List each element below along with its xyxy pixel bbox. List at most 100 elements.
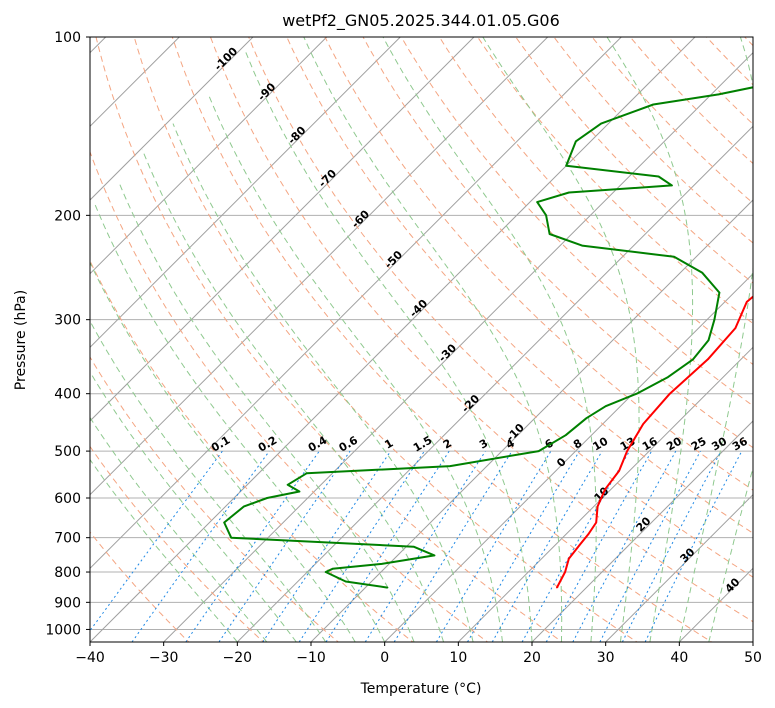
dry-adiabat-line bbox=[705, 37, 753, 86]
x-tick-label: 20 bbox=[523, 650, 541, 666]
moist-adiabat-label: 30 bbox=[678, 545, 698, 565]
moist-adiabat-line bbox=[708, 465, 753, 642]
dewpoint-profile-point bbox=[223, 521, 225, 524]
temperature-profile-point bbox=[626, 450, 628, 452]
dewpoint-profile-point bbox=[565, 165, 567, 167]
dewpoint-profile-point bbox=[701, 272, 704, 274]
dewpoint-profile-point bbox=[305, 472, 308, 475]
dewpoint-profile-point bbox=[581, 244, 583, 247]
temperature-profile-point bbox=[578, 544, 581, 546]
dewpoint-profile-point bbox=[657, 175, 660, 178]
dry-adiabat-line bbox=[400, 37, 753, 407]
temperature-profile-point bbox=[618, 470, 620, 472]
mixing-ratio-line bbox=[185, 450, 320, 642]
moist-adiabat-label: 20 bbox=[634, 514, 654, 534]
mixing-ratio-line bbox=[644, 450, 743, 642]
mixing-ratio-line bbox=[599, 450, 701, 642]
dewpoint-profile-point bbox=[324, 571, 327, 573]
profiles bbox=[223, 86, 771, 589]
x-tick-label: 0 bbox=[380, 650, 389, 666]
moist-adiabat-line bbox=[93, 201, 386, 642]
dry-adiabat-line bbox=[90, 356, 340, 642]
moist-adiabat-label: 10 bbox=[592, 484, 612, 504]
y-tick-label: 700 bbox=[54, 531, 81, 547]
dewpoint-profile-point bbox=[564, 434, 567, 437]
x-tick-label: 50 bbox=[744, 650, 762, 666]
temperature-profile-point bbox=[564, 571, 566, 573]
dewpoint-profile-point bbox=[230, 536, 232, 539]
dry-adiabat-line bbox=[248, 37, 753, 578]
dry-adiabat-line bbox=[95, 37, 564, 642]
x-tick-label: 30 bbox=[597, 650, 615, 666]
mixing-ratio-line bbox=[521, 450, 630, 642]
isotherm-line bbox=[163, 51, 753, 642]
grid-layer bbox=[90, 37, 753, 642]
isotherm-line bbox=[605, 493, 753, 642]
moist-adiabat-line bbox=[90, 458, 238, 642]
moist-adiabat-line bbox=[141, 149, 445, 642]
dry-adiabat-line bbox=[744, 37, 753, 47]
dewpoint-profile-point bbox=[717, 93, 720, 96]
mixing-ratio-line bbox=[298, 450, 425, 642]
isotherm-line bbox=[90, 37, 475, 422]
isotherm-line bbox=[457, 346, 753, 642]
dewpoint-profile-point bbox=[713, 318, 716, 321]
moist-adiabat-line bbox=[90, 416, 268, 642]
dewpoint-profile-point bbox=[433, 554, 436, 557]
moist-adiabat-line bbox=[90, 320, 327, 642]
y-axis-label: Pressure (hPa) bbox=[13, 290, 29, 390]
mixing-ratio-line bbox=[491, 450, 603, 642]
moist-adiabat-line bbox=[90, 261, 356, 642]
temperature-profile-point bbox=[669, 392, 671, 395]
dewpoint-profile-point bbox=[652, 103, 655, 106]
y-tick-label: 600 bbox=[54, 491, 81, 507]
dewpoint-profile-point bbox=[600, 122, 602, 125]
moist-adiabat-label: 0 bbox=[554, 455, 569, 470]
temperature-profile-point bbox=[769, 282, 771, 284]
y-tick-label: 100 bbox=[54, 30, 81, 46]
temperature-profile-point bbox=[596, 505, 599, 508]
dry-adiabat-line bbox=[209, 37, 753, 623]
dry-adiabat-line bbox=[667, 37, 753, 125]
isotherm-label: -60 bbox=[349, 207, 372, 230]
mixing-ratio-line bbox=[325, 450, 450, 642]
isotherm-line bbox=[90, 37, 328, 275]
dewpoint-profile-point bbox=[545, 214, 547, 217]
y-axis: 100 200 300 400 500 600 700 800 900 1000 bbox=[45, 30, 90, 638]
x-tick-label: −20 bbox=[223, 650, 253, 666]
moist-adiabat-label: 40 bbox=[723, 575, 743, 595]
moist-adiabat-line bbox=[482, 37, 640, 642]
plot-frame bbox=[89, 36, 754, 643]
moist-adiabat-line bbox=[207, 94, 503, 642]
dewpoint-profile-point bbox=[548, 233, 551, 235]
isotherm-line bbox=[90, 37, 696, 642]
isotherm-line bbox=[752, 641, 753, 642]
moist-adiabat-line bbox=[172, 123, 474, 642]
dewpoint-profile-point bbox=[449, 465, 451, 467]
dewpoint-profile-point bbox=[243, 505, 245, 508]
mixing-ratio-line bbox=[131, 450, 270, 642]
temperature-profile-point bbox=[604, 488, 606, 491]
dewpoint-profile-point bbox=[381, 563, 383, 565]
mixing-ratio-line bbox=[90, 450, 223, 632]
temperature-profile-point bbox=[707, 358, 709, 361]
isotherm-label: -40 bbox=[407, 297, 430, 320]
dry-adiabat-line bbox=[133, 37, 638, 642]
y-tick-label: 1000 bbox=[45, 622, 81, 638]
dewpoint-profile-point bbox=[604, 405, 607, 408]
moist-adiabat-line bbox=[678, 37, 753, 642]
dry-adiabat-line bbox=[286, 37, 753, 534]
isotherm-line bbox=[236, 125, 753, 642]
moist-adiabat-line bbox=[244, 49, 533, 642]
dewpoint-profile-point bbox=[707, 339, 710, 342]
temperature-profile-point bbox=[568, 558, 570, 560]
dewpoint-profile-point bbox=[286, 484, 289, 486]
isotherm-label: -100 bbox=[212, 44, 241, 73]
dewpoint-profile-point bbox=[537, 450, 540, 452]
dewpoint-profile-point bbox=[667, 376, 669, 378]
dewpoint-profile-point bbox=[585, 417, 588, 420]
y-tick-label: 400 bbox=[54, 387, 81, 403]
isotherm-line bbox=[90, 37, 401, 349]
mixing-ratio-line bbox=[621, 450, 722, 642]
